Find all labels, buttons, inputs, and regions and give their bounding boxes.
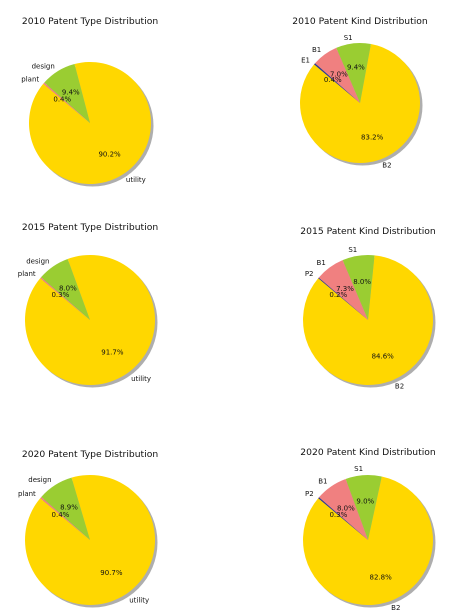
slice-label: design (26, 258, 49, 266)
slice-label: B1 (312, 46, 321, 54)
chart-title: 2010 Patent Kind Distribution (292, 16, 428, 27)
slice-label: utility (126, 176, 146, 184)
pie-chart-6: 2020 Patent Kind Distribution B2 82.8% S1 9.… (300, 447, 436, 612)
slice-label: S1 (344, 34, 353, 42)
slice-percentage: 0.3% (329, 511, 347, 519)
slice-label: design (28, 476, 51, 484)
slice-percentage: 0.4% (52, 511, 70, 519)
slice-percentage: 8.0% (353, 278, 371, 286)
pie-chart-5: 2020 Patent Type Distribution utility 90.7… (18, 449, 158, 608)
slice-percentage: 91.7% (101, 348, 124, 356)
slice-label: plant (18, 490, 36, 498)
slice-label: B2 (382, 162, 391, 170)
slice-label: plant (21, 76, 39, 84)
chart-title: 2010 Patent Type Distribution (22, 16, 158, 27)
slice-label: B2 (391, 604, 400, 612)
pie-chart-2: 2010 Patent Kind Distribution B2 83.2% S1 9.… (292, 16, 428, 170)
slice-percentage: 83.2% (361, 133, 384, 141)
slice-label: utility (129, 596, 149, 604)
pie-chart-4: 2015 Patent Kind Distribution B2 84.6% S1 8.… (300, 226, 436, 391)
slice-percentage: 9.4% (347, 64, 365, 72)
chart-title: 2015 Patent Type Distribution (22, 222, 158, 233)
slice-label: utility (131, 375, 151, 383)
slice-label: P2 (305, 270, 314, 278)
slice-label: P2 (305, 490, 314, 498)
slice-percentage: 0.3% (51, 291, 69, 299)
slice-percentage: 90.7% (100, 569, 123, 577)
slice-label: B2 (395, 383, 404, 391)
slice-percentage: 82.8% (370, 573, 393, 581)
slice-label: B1 (317, 259, 326, 267)
slice-percentage: 90.2% (98, 150, 121, 158)
slice-percentage: 84.6% (372, 353, 395, 361)
slice-label: design (32, 62, 55, 70)
slice-percentage: 0.4% (53, 96, 71, 104)
pie-chart-1: 2010 Patent Type Distribution utility 90.2… (21, 16, 158, 187)
chart-title: 2020 Patent Kind Distribution (300, 447, 436, 458)
pie-chart-3: 2015 Patent Type Distribution utility 91.7… (18, 222, 159, 388)
slice-percentage: 0.2% (329, 291, 347, 299)
slice-percentage: 0.4% (324, 76, 342, 84)
slice-percentage: 9.0% (356, 498, 374, 506)
slice-label: S1 (348, 246, 357, 254)
slice-label: B1 (318, 478, 327, 486)
chart-title: 2020 Patent Type Distribution (22, 449, 158, 460)
slice-label: E1 (301, 56, 310, 64)
chart-title: 2015 Patent Kind Distribution (300, 226, 436, 237)
slice-label: plant (18, 270, 36, 278)
slice-label: S1 (354, 465, 363, 473)
